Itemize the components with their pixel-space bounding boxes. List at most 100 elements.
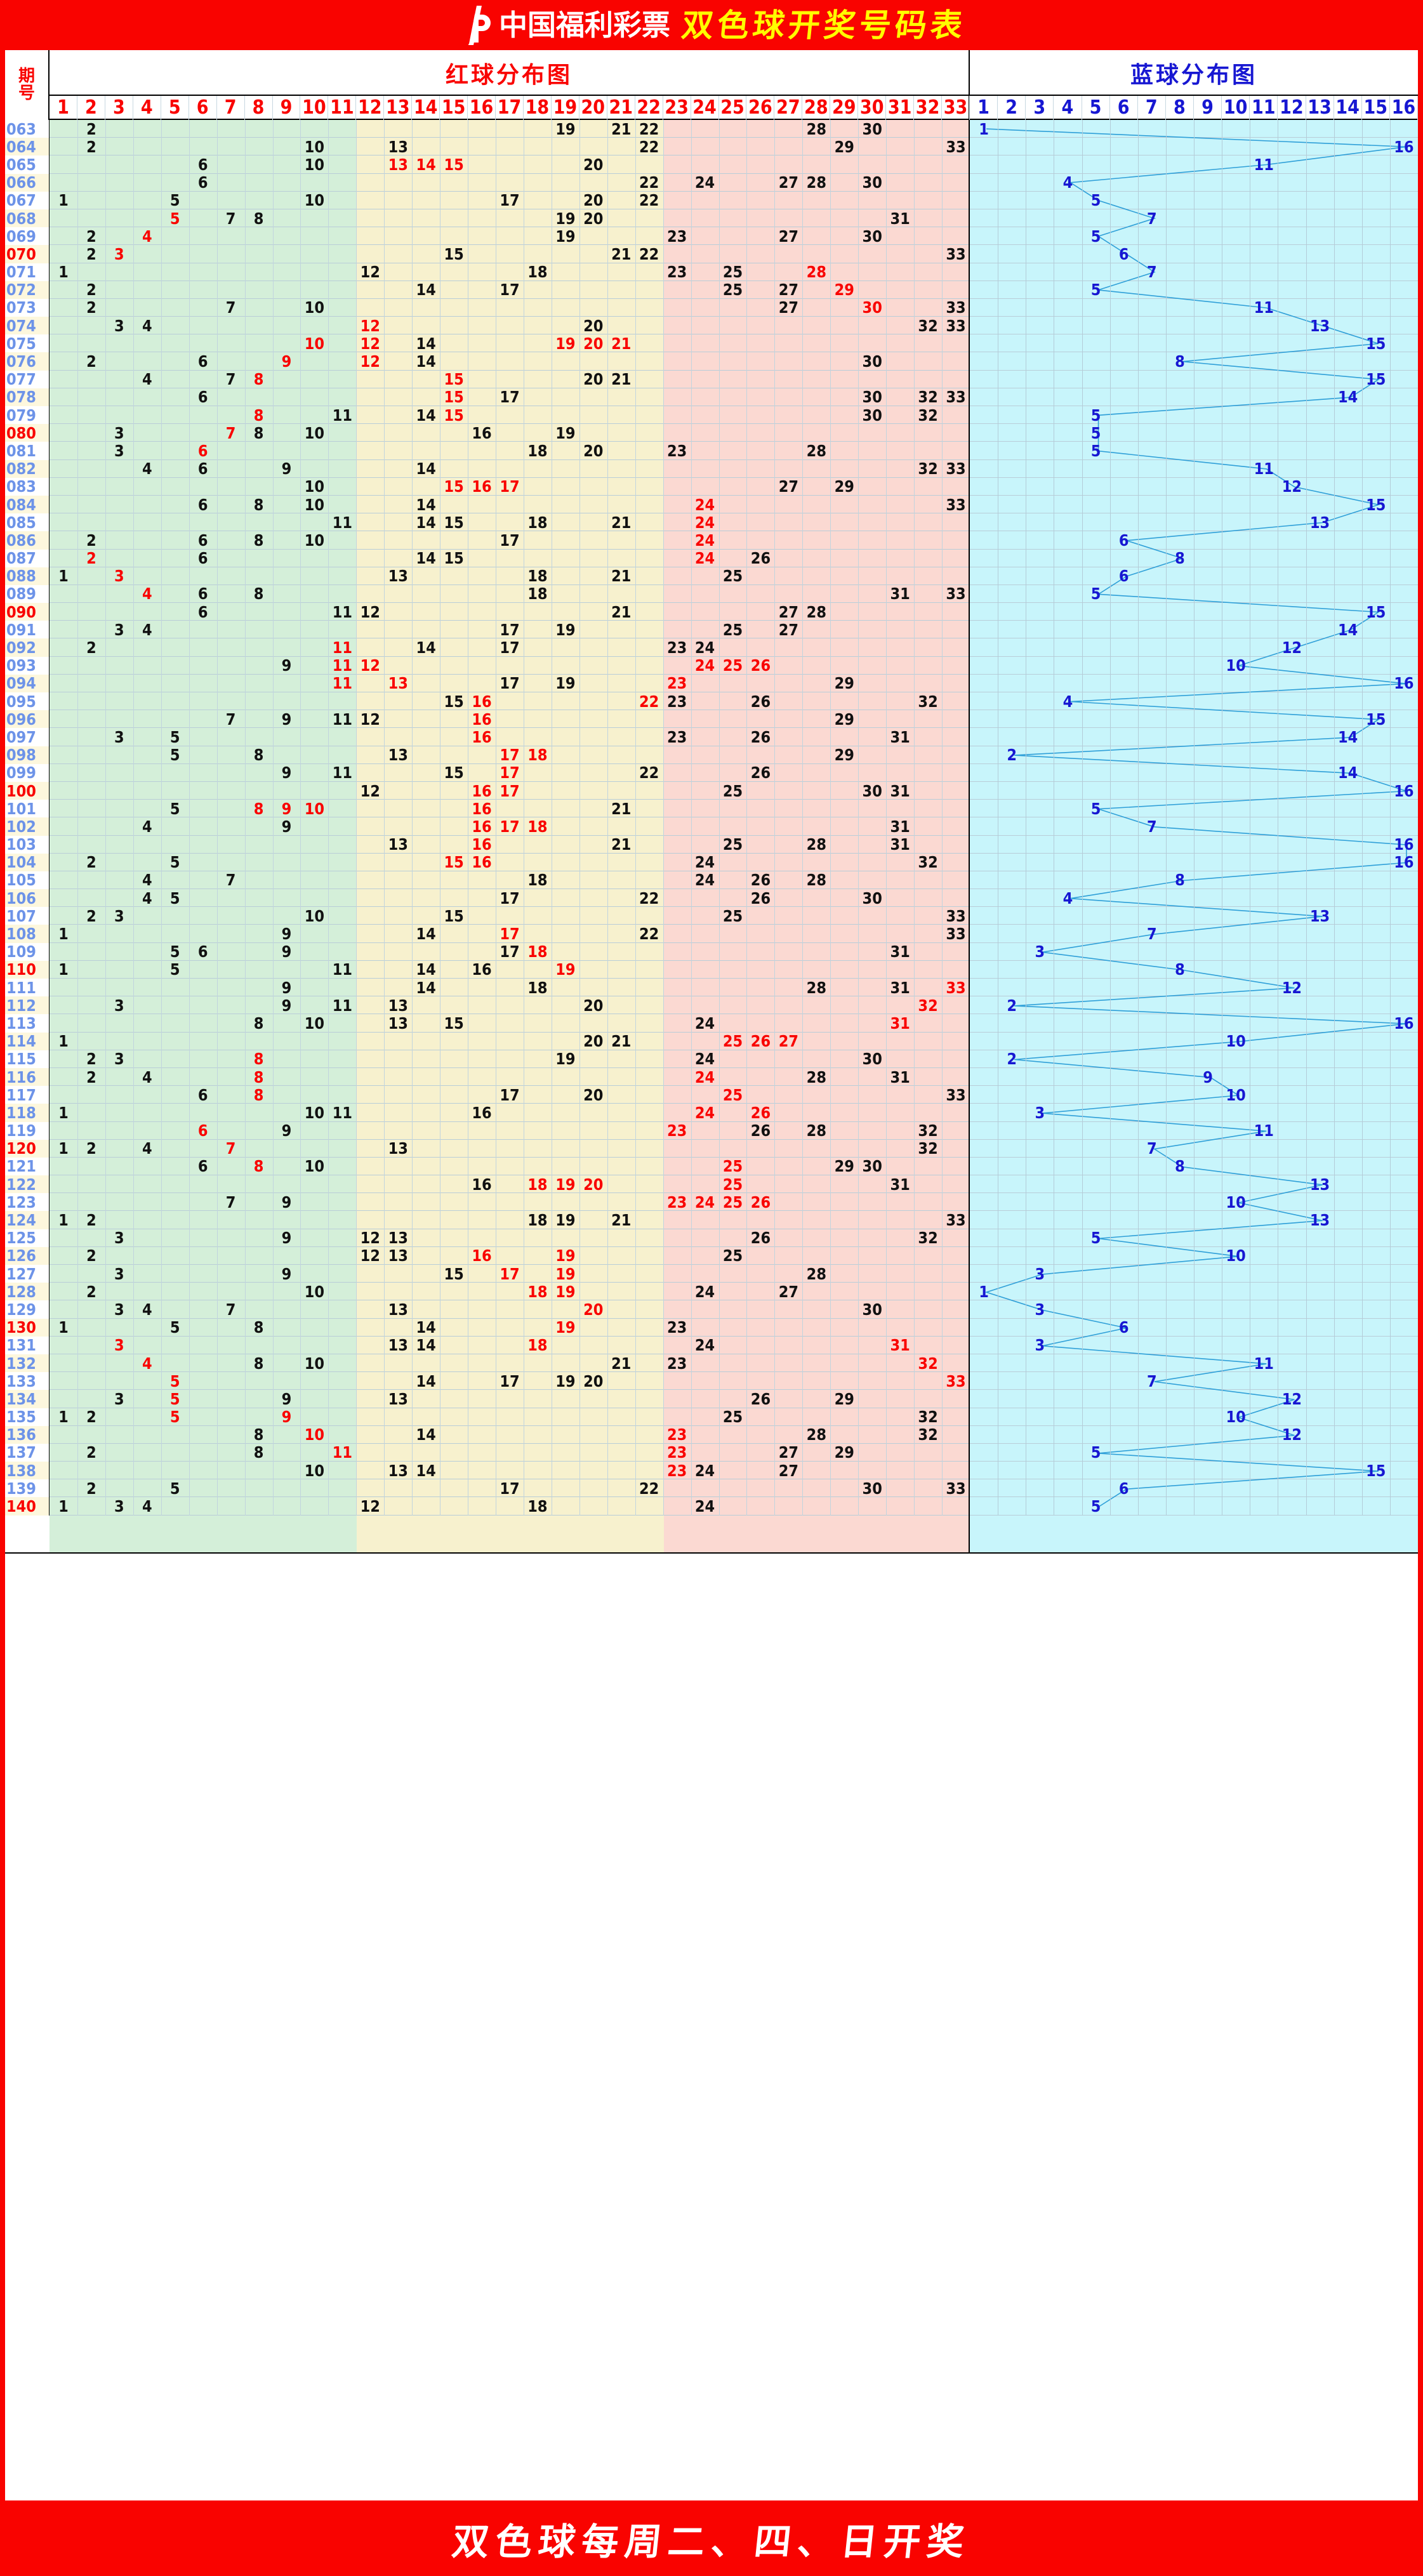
period-label[interactable]: 101 xyxy=(5,800,50,818)
blue-ball: 16 xyxy=(1394,835,1414,854)
period-label[interactable]: 083 xyxy=(5,477,50,496)
red-ball: 5 xyxy=(169,746,180,765)
period-label[interactable]: 106 xyxy=(5,889,50,908)
period-label[interactable]: 105 xyxy=(5,871,50,890)
row-divider xyxy=(50,1479,1418,1498)
period-label[interactable]: 076 xyxy=(5,352,50,371)
period-label[interactable]: 127 xyxy=(5,1265,50,1283)
period-label[interactable]: 092 xyxy=(5,638,50,657)
period-label[interactable]: 097 xyxy=(5,728,50,746)
zone-yellow xyxy=(357,442,664,460)
period-label[interactable]: 077 xyxy=(5,370,50,388)
period-label[interactable]: 088 xyxy=(5,567,50,585)
period-label[interactable]: 071 xyxy=(5,263,50,281)
period-label[interactable]: 111 xyxy=(5,979,50,997)
blue-ball: 5 xyxy=(1090,1229,1101,1248)
period-label[interactable]: 075 xyxy=(5,334,50,353)
period-label[interactable]: 112 xyxy=(5,996,50,1015)
blue-ball: 16 xyxy=(1394,1014,1414,1033)
period-label[interactable]: 109 xyxy=(5,942,50,961)
period-label[interactable]: 093 xyxy=(5,656,50,675)
period-label[interactable]: 140 xyxy=(5,1497,50,1516)
period-label[interactable]: 113 xyxy=(5,1014,50,1033)
period-label[interactable]: 116 xyxy=(5,1067,50,1087)
period-label[interactable]: 082 xyxy=(5,459,50,478)
period-label[interactable]: 073 xyxy=(5,298,50,317)
period-label[interactable]: 085 xyxy=(5,513,50,532)
red-ball: 19 xyxy=(555,1246,576,1265)
red-ball: 22 xyxy=(639,925,659,944)
period-label[interactable]: 126 xyxy=(5,1246,50,1265)
period-label[interactable]: 067 xyxy=(5,191,50,209)
period-label[interactable]: 102 xyxy=(5,817,50,836)
period-label[interactable]: 089 xyxy=(5,585,50,604)
period-label[interactable]: 134 xyxy=(5,1390,50,1408)
period-label[interactable]: 069 xyxy=(5,227,50,246)
period-label[interactable]: 100 xyxy=(5,781,50,800)
period-label[interactable]: 086 xyxy=(5,531,50,550)
period-label[interactable]: 079 xyxy=(5,406,50,425)
period-label[interactable]: 098 xyxy=(5,746,50,764)
period-label[interactable]: 137 xyxy=(5,1443,50,1462)
period-label[interactable]: 091 xyxy=(5,621,50,639)
period-label[interactable]: 107 xyxy=(5,907,50,925)
zone-green xyxy=(50,317,357,335)
period-label[interactable]: 110 xyxy=(5,960,50,979)
period-label[interactable]: 119 xyxy=(5,1121,50,1140)
period-label[interactable]: 136 xyxy=(5,1425,50,1444)
row-divider xyxy=(50,1300,1418,1319)
period-label[interactable]: 118 xyxy=(5,1104,50,1122)
period-label[interactable]: 132 xyxy=(5,1354,50,1373)
period-label[interactable]: 081 xyxy=(5,442,50,460)
red-ball: 33 xyxy=(946,316,966,335)
period-label[interactable]: 084 xyxy=(5,495,50,514)
red-ball: 7 xyxy=(225,1192,236,1212)
period-label[interactable]: 080 xyxy=(5,424,50,442)
period-label[interactable]: 128 xyxy=(5,1283,50,1301)
period-label[interactable]: 121 xyxy=(5,1157,50,1176)
period-label[interactable]: 108 xyxy=(5,925,50,943)
period-label[interactable]: 103 xyxy=(5,835,50,854)
period-label[interactable]: 139 xyxy=(5,1479,50,1498)
period-label[interactable]: 090 xyxy=(5,603,50,621)
period-label[interactable]: 070 xyxy=(5,245,50,263)
period-label[interactable]: 131 xyxy=(5,1336,50,1354)
period-label[interactable]: 133 xyxy=(5,1372,50,1390)
table-row: 082 4 6 9 14 32 33 11 xyxy=(5,459,1418,478)
period-label[interactable]: 117 xyxy=(5,1086,50,1104)
period-label[interactable]: 104 xyxy=(5,853,50,871)
period-label[interactable]: 095 xyxy=(5,692,50,711)
period-label[interactable]: 122 xyxy=(5,1175,50,1194)
period-label[interactable]: 096 xyxy=(5,710,50,729)
period-label[interactable]: 066 xyxy=(5,173,50,192)
period-label[interactable]: 099 xyxy=(5,763,50,782)
period-label[interactable]: 068 xyxy=(5,209,50,228)
period-label[interactable]: 124 xyxy=(5,1211,50,1229)
period-label[interactable]: 120 xyxy=(5,1139,50,1158)
red-ball: 28 xyxy=(806,1264,826,1283)
period-label[interactable]: 078 xyxy=(5,388,50,406)
period-label[interactable]: 115 xyxy=(5,1050,50,1068)
period-label[interactable]: 125 xyxy=(5,1229,50,1247)
period-label[interactable]: 087 xyxy=(5,549,50,567)
table-row: 068 5 7 8 19 20 31 7 xyxy=(5,209,1418,228)
period-label[interactable]: 123 xyxy=(5,1193,50,1212)
period-label[interactable]: 094 xyxy=(5,674,50,692)
red-ball: 13 xyxy=(388,996,408,1015)
period-label[interactable]: 129 xyxy=(5,1300,50,1319)
period-label[interactable]: 114 xyxy=(5,1032,50,1050)
period-label[interactable]: 138 xyxy=(5,1462,50,1480)
period-label[interactable]: 072 xyxy=(5,281,50,299)
blue-ball: 12 xyxy=(1281,1425,1302,1444)
period-label[interactable]: 130 xyxy=(5,1318,50,1337)
period-label[interactable]: 064 xyxy=(5,138,50,156)
period-label[interactable]: 074 xyxy=(5,317,50,335)
red-ball: 3 xyxy=(114,441,124,460)
period-label[interactable]: 065 xyxy=(5,155,50,174)
period-label[interactable]: 135 xyxy=(5,1408,50,1426)
red-column-header-6: 6 xyxy=(189,96,217,120)
red-ball: 16 xyxy=(472,710,492,729)
red-ball: 23 xyxy=(666,1354,687,1373)
red-blue-divider-tail xyxy=(969,1515,970,1554)
period-label[interactable]: 063 xyxy=(5,120,50,138)
